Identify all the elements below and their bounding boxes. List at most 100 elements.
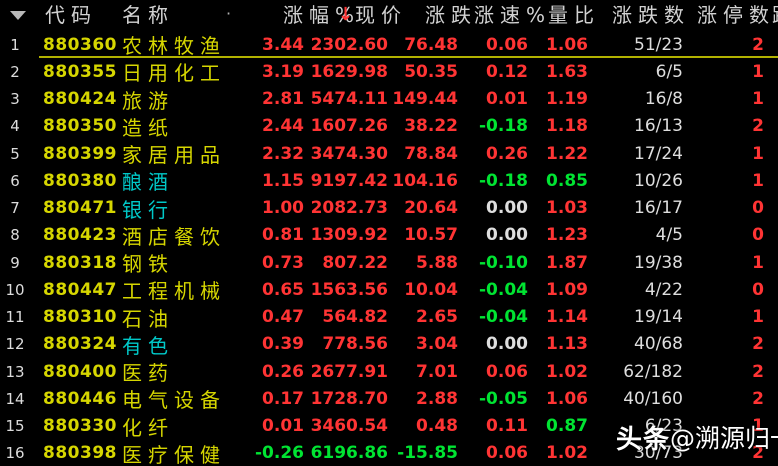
row-index: 6 xyxy=(10,171,20,190)
change-speed: 0.06 xyxy=(486,443,528,464)
table-row[interactable]: 11 880310 石油 0.47 564.82 2.65 -0.04 1.14… xyxy=(0,303,778,331)
change-speed: -0.18 xyxy=(479,116,528,137)
limitup-count: 2 xyxy=(752,443,764,464)
table-row[interactable]: 3 880424 旅游 2.81 5474.11 149.44 0.01 1.1… xyxy=(0,85,778,113)
table-row[interactable]: 1 880360 农林牧渔 3.44 2302.60 76.48 0.06 1.… xyxy=(0,30,778,58)
stock-code: 880400 xyxy=(43,361,117,382)
sector-name: 银行 xyxy=(122,197,174,222)
volume-ratio: 1.09 xyxy=(546,279,588,300)
table-row[interactable]: 10 880447 工程机械 0.65 1563.56 10.04 -0.04 … xyxy=(0,275,778,303)
column-dot-icon[interactable]: · xyxy=(226,4,232,23)
change-percent: 0.26 xyxy=(262,361,304,382)
last-price: 2302.60 xyxy=(310,34,388,55)
row-index: 16 xyxy=(5,444,25,463)
stock-code: 880324 xyxy=(43,334,117,355)
change-speed: 0.01 xyxy=(486,89,528,109)
stock-code: 880446 xyxy=(43,388,117,409)
change-amount: 50.35 xyxy=(404,61,458,82)
limitup-count: 0 xyxy=(752,198,764,218)
last-price: 1607.26 xyxy=(310,116,388,137)
volume-ratio: 1.22 xyxy=(546,143,588,164)
change-percent: 2.32 xyxy=(262,143,304,164)
last-price: 778.56 xyxy=(322,334,388,355)
change-amount: 76.48 xyxy=(404,34,458,55)
table-row[interactable]: 16 880398 医疗保健 -0.26 6196.86 -15.85 0.06… xyxy=(0,439,778,466)
stock-code: 880447 xyxy=(43,279,117,300)
change-amount: 20.64 xyxy=(404,198,458,218)
limitup-count: 2 xyxy=(752,361,764,382)
last-price: 2082.73 xyxy=(310,198,388,218)
col-header-price[interactable]: 现价 xyxy=(355,3,407,27)
stock-code: 880471 xyxy=(43,198,117,218)
limitup-count: 1 xyxy=(752,143,764,164)
limitup-count: 1 xyxy=(752,170,764,191)
table-row[interactable]: 4 880350 造纸 2.44 1607.26 38.22 -0.18 1.1… xyxy=(0,112,778,140)
change-amount: 104.16 xyxy=(392,170,458,191)
change-amount: 38.22 xyxy=(404,116,458,137)
change-amount: 10.57 xyxy=(404,225,458,246)
col-header-code[interactable]: 代码 xyxy=(45,3,97,27)
last-price: 6196.86 xyxy=(310,443,388,464)
sector-name: 酿酒 xyxy=(122,170,174,195)
volume-ratio: 1.19 xyxy=(546,89,588,109)
change-amount: 5.88 xyxy=(416,252,458,273)
last-price: 5474.11 xyxy=(310,89,388,109)
change-speed: 0.00 xyxy=(486,225,528,246)
updown-count: 10/26 xyxy=(634,170,683,191)
col-header-name[interactable]: 名称 xyxy=(122,3,174,27)
col-header-volume-ratio[interactable]: 量比 xyxy=(548,3,600,27)
change-percent: 0.65 xyxy=(262,279,304,300)
table-row[interactable]: 9 880318 钢铁 0.73 807.22 5.88 -0.10 1.87 … xyxy=(0,248,778,276)
table-row[interactable]: 5 880399 家居用品 2.32 3474.30 78.84 0.26 1.… xyxy=(0,139,778,167)
table-row[interactable]: 13 880400 医药 0.26 2677.91 7.01 0.06 1.02… xyxy=(0,357,778,385)
limitup-count: 0 xyxy=(752,279,764,300)
updown-count: 6/23 xyxy=(644,416,683,436)
col-header-limitup-count[interactable]: 涨停数 xyxy=(697,3,775,27)
table-row[interactable]: 6 880380 酿酒 1.15 9197.42 104.16 -0.18 0.… xyxy=(0,166,778,195)
table-row[interactable]: 2 880355 日用化工 3.19 1629.98 50.35 0.12 1.… xyxy=(0,57,778,85)
watermark-brand: 头条 xyxy=(616,424,671,455)
stock-code: 880318 xyxy=(43,252,117,273)
sort-desc-arrow-icon[interactable]: ↓ xyxy=(338,4,354,25)
sector-name: 农林牧渔 xyxy=(122,34,226,58)
row-index: 11 xyxy=(5,308,25,326)
stock-code: 880423 xyxy=(43,225,117,246)
table-row[interactable]: 7 880471 银行 1.00 2082.73 20.64 0.00 1.03… xyxy=(0,194,778,222)
table-row[interactable]: 14 880446 电气设备 0.17 1728.70 2.88 -0.05 1… xyxy=(0,384,778,412)
change-amount: -15.85 xyxy=(397,443,458,464)
sector-name: 旅游 xyxy=(122,88,174,113)
updown-count: 62/182 xyxy=(623,361,683,382)
change-percent: 3.44 xyxy=(262,34,304,55)
col-header-change[interactable]: 涨跌 xyxy=(425,3,477,27)
last-price: 1309.92 xyxy=(310,225,388,246)
dropdown-triangle-icon[interactable] xyxy=(10,11,26,20)
volume-ratio: 0.85 xyxy=(546,170,588,191)
col-header-clipped[interactable]: 跌 xyxy=(772,0,778,30)
sector-name: 钢铁 xyxy=(122,252,174,276)
change-percent: 2.44 xyxy=(262,116,304,137)
col-header-updown-count[interactable]: 涨跌数 xyxy=(612,3,690,27)
change-speed: -0.05 xyxy=(479,388,528,409)
updown-count: 19/38 xyxy=(634,252,683,273)
change-speed: 0.12 xyxy=(486,61,528,82)
change-amount: 0.48 xyxy=(416,416,458,436)
col-header-speed[interactable]: 涨速% xyxy=(474,3,552,27)
row-index: 9 xyxy=(10,253,20,272)
col-header-change-pct[interactable]: 涨幅% xyxy=(283,3,361,27)
stock-code: 880398 xyxy=(43,443,117,464)
last-price: 2677.91 xyxy=(310,361,388,382)
row-index: 3 xyxy=(10,90,20,108)
last-price: 807.22 xyxy=(322,252,388,273)
stock-code: 880360 xyxy=(43,34,117,55)
limitup-count: 1 xyxy=(752,61,764,82)
stock-code: 880424 xyxy=(43,89,117,109)
table-row[interactable]: 15 880330 化纤 0.01 3460.54 0.48 0.11 0.87… xyxy=(0,412,778,440)
stock-code: 880350 xyxy=(43,116,117,137)
table-row[interactable]: 8 880423 酒店餐饮 0.81 1309.92 10.57 0.00 1.… xyxy=(0,221,778,249)
stock-code: 880355 xyxy=(43,61,117,82)
change-speed: 0.06 xyxy=(486,34,528,55)
table-row[interactable]: 12 880324 有色 0.39 778.56 3.04 0.00 1.13 … xyxy=(0,330,778,358)
stock-code: 880380 xyxy=(43,170,117,191)
updown-count: 30/73 xyxy=(634,443,683,464)
sector-name: 酒店餐饮 xyxy=(122,224,226,249)
